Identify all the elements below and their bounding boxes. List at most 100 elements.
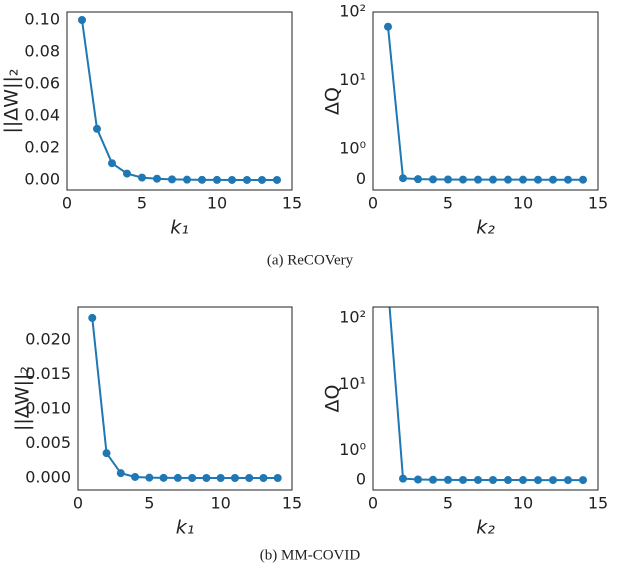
point: [153, 174, 161, 183]
point: [228, 175, 236, 184]
point: [230, 473, 239, 482]
subplot: 0 5 10 15 0.00 0.02 0.04 0.06 0.08 0.10 k₁ ||ΔW||₂: [1, 10, 303, 239]
point: [213, 175, 221, 184]
x-tick-label: 15: [588, 194, 608, 213]
point: [579, 175, 587, 184]
point: [183, 175, 191, 184]
point: [102, 449, 111, 458]
point: [564, 476, 572, 485]
point: [145, 473, 154, 482]
point: [173, 473, 182, 482]
y-axis-label: ||ΔW||₂: [1, 68, 23, 133]
y-axis-label: ||ΔW||₂: [12, 366, 34, 431]
y-tick-label: 0.015: [25, 364, 71, 383]
y-axis-label: ΔQ: [322, 385, 344, 413]
series-line: [91, 317, 278, 479]
point: [564, 175, 572, 184]
point: [519, 175, 527, 184]
plot-area: [88, 313, 282, 482]
x-tick-label: 0: [73, 494, 83, 513]
y-tick-label: 0.10: [24, 10, 60, 29]
subplot: 0 5 10 15 0 10⁰ 10¹ 10² k₂ ΔQ: [322, 283, 608, 539]
point: [384, 283, 392, 291]
y-tick-label: 0.06: [24, 74, 60, 93]
axes-frame: [372, 306, 599, 491]
point: [534, 476, 542, 485]
point: [78, 16, 86, 24]
x-tick-label: 10: [513, 194, 533, 213]
point: [429, 175, 437, 184]
point: [259, 473, 268, 482]
y-tick-label: 0: [356, 470, 366, 489]
point: [489, 476, 497, 485]
y-tick-label: 10⁰: [339, 138, 366, 157]
y-tick-label: 0.08: [24, 42, 60, 61]
point: [273, 175, 281, 184]
point: [188, 473, 197, 482]
series-line: [387, 26, 583, 181]
point: [202, 473, 211, 482]
y-tick-label: 0.005: [25, 433, 71, 452]
y-tick-label: 10²: [339, 308, 366, 327]
point: [399, 474, 407, 483]
x-tick-label: 10: [207, 194, 227, 213]
point: [258, 175, 266, 184]
axes-frame: [66, 11, 293, 191]
caption: (b) MM-COVID: [260, 547, 361, 563]
point: [444, 175, 452, 184]
point: [504, 476, 512, 485]
plot-area: [384, 22, 587, 184]
point: [93, 124, 101, 133]
subplot: 0 5 10 15 0.000 0.005 0.010 0.015 0.020 k₁ ||ΔW||₂: [12, 306, 302, 539]
y-tick-label: 0.020: [25, 329, 71, 348]
point: [116, 469, 125, 478]
x-tick-label: 5: [137, 194, 147, 213]
x-tick-label: 5: [443, 494, 453, 513]
point: [384, 22, 392, 31]
point: [123, 169, 131, 178]
y-tick-label: 0: [356, 169, 366, 188]
x-tick-label: 0: [62, 194, 72, 213]
y-tick-label: 0.02: [24, 138, 60, 157]
y-axis-label: ΔQ: [322, 87, 344, 115]
point: [273, 473, 282, 482]
point: [216, 473, 225, 482]
point: [474, 475, 482, 484]
point: [579, 476, 587, 485]
x-tick-label: 10: [210, 494, 230, 513]
point: [88, 313, 97, 322]
point: [131, 472, 140, 481]
y-tick-label: 10⁰: [339, 440, 366, 459]
point: [474, 175, 482, 184]
y-tick-label: 10¹: [339, 374, 366, 393]
axes-frame: [372, 11, 599, 191]
point: [444, 475, 452, 484]
point: [108, 159, 116, 168]
point: [519, 476, 527, 485]
x-tick-label: 10: [513, 494, 533, 513]
point: [243, 175, 251, 184]
point: [504, 175, 512, 184]
x-tick-label: 15: [282, 494, 302, 513]
point: [459, 475, 467, 484]
x-axis-label: k₂: [476, 217, 495, 239]
y-tick-label: 0.010: [25, 398, 71, 417]
series-line: [81, 19, 277, 181]
y-tick-label: 0.04: [24, 106, 60, 125]
y-tick-label: 0.000: [25, 467, 71, 486]
plot-area: [78, 16, 281, 184]
point: [168, 175, 176, 184]
x-tick-label: 0: [368, 494, 378, 513]
series-line: [388, 307, 583, 482]
caption: (a) ReCOVery: [267, 252, 354, 268]
axes-frame: [77, 306, 293, 491]
point: [489, 175, 497, 184]
point: [414, 175, 422, 184]
x-tick-label: 5: [443, 194, 453, 213]
x-axis-label: k₁: [176, 517, 195, 539]
subplot: 0 5 10 15 0 10⁰ 10¹ 10² k₂ ΔQ: [322, 2, 609, 239]
point: [138, 173, 146, 182]
x-tick-label: 0: [368, 194, 378, 213]
x-axis-label: k₁: [170, 217, 189, 239]
